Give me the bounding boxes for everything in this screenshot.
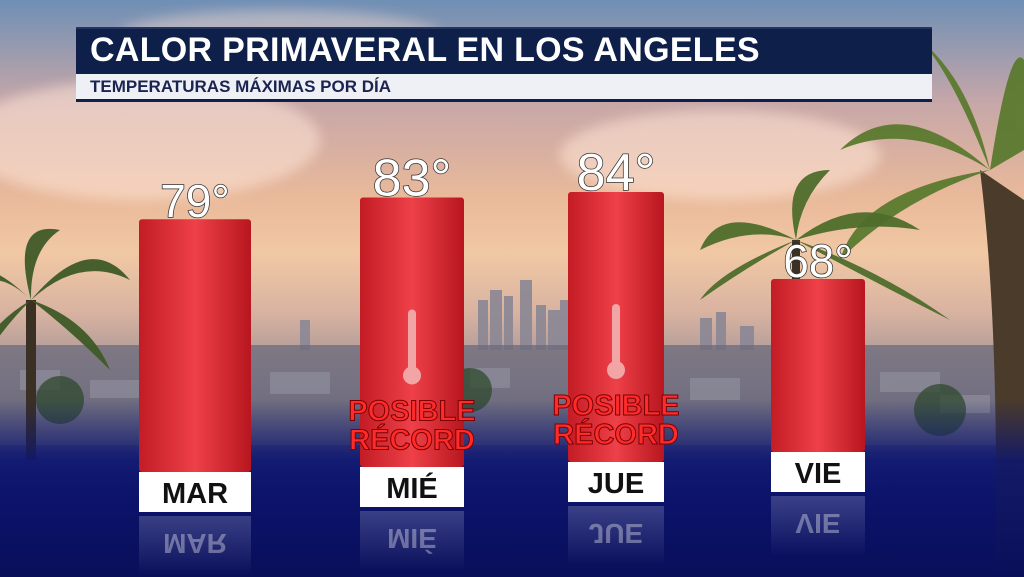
day-label: MIÉ <box>386 471 438 505</box>
thermometer-stem <box>408 309 416 372</box>
bar-reflection-label: VIE <box>795 508 840 539</box>
temperature-value-label: 68° <box>783 235 853 287</box>
downtown-skyline <box>300 280 754 350</box>
thermometer-bulb <box>403 366 421 385</box>
temperature-bar <box>139 219 251 472</box>
bar-reflection-label: MIÉ <box>387 523 437 554</box>
chart-subtitle: TEMPERATURAS MÁXIMAS POR DÍA <box>90 77 391 96</box>
record-label-line2: RÉCORD <box>349 422 475 456</box>
day-label-box <box>360 467 464 507</box>
thermometer-icon <box>403 309 421 385</box>
bar-reflection-label: MAR <box>163 528 227 559</box>
bar-reflection <box>139 516 251 576</box>
thermometer-stem <box>612 304 620 366</box>
bar-group: MAR MAR 79° <box>139 174 251 576</box>
day-label: JUE <box>588 468 644 500</box>
temperature-value-label: 79° <box>160 175 230 227</box>
temperature-value-label: 83° <box>373 149 452 207</box>
palm-tree-left <box>0 228 130 460</box>
temperature-bar <box>771 279 865 452</box>
thermometer-bulb <box>607 361 625 379</box>
day-label-box <box>771 452 865 492</box>
bar-reflection <box>771 496 865 556</box>
bar-reflection <box>360 511 464 571</box>
day-label: MAR <box>162 478 228 510</box>
record-label-line1: POSIBLE <box>552 390 679 422</box>
record-label-line2: RÉCORD <box>553 417 679 451</box>
chart-title: CALOR PRIMAVERAL EN LOS ANGELES <box>90 31 760 69</box>
day-label: VIE <box>795 458 842 490</box>
bar-group: VIE VIE 68° <box>771 234 865 556</box>
day-label-box <box>568 462 664 502</box>
day-label-box <box>139 472 251 512</box>
thermometer-icon <box>607 304 625 379</box>
temperature-value-label: 84° <box>577 144 656 202</box>
title-banner <box>76 27 932 76</box>
bar-reflection-label: JUE <box>589 518 643 549</box>
record-label-line1: POSIBLE <box>348 395 475 427</box>
bar-reflection <box>568 506 664 566</box>
cloud <box>560 110 880 200</box>
subtitle-banner <box>76 74 932 102</box>
